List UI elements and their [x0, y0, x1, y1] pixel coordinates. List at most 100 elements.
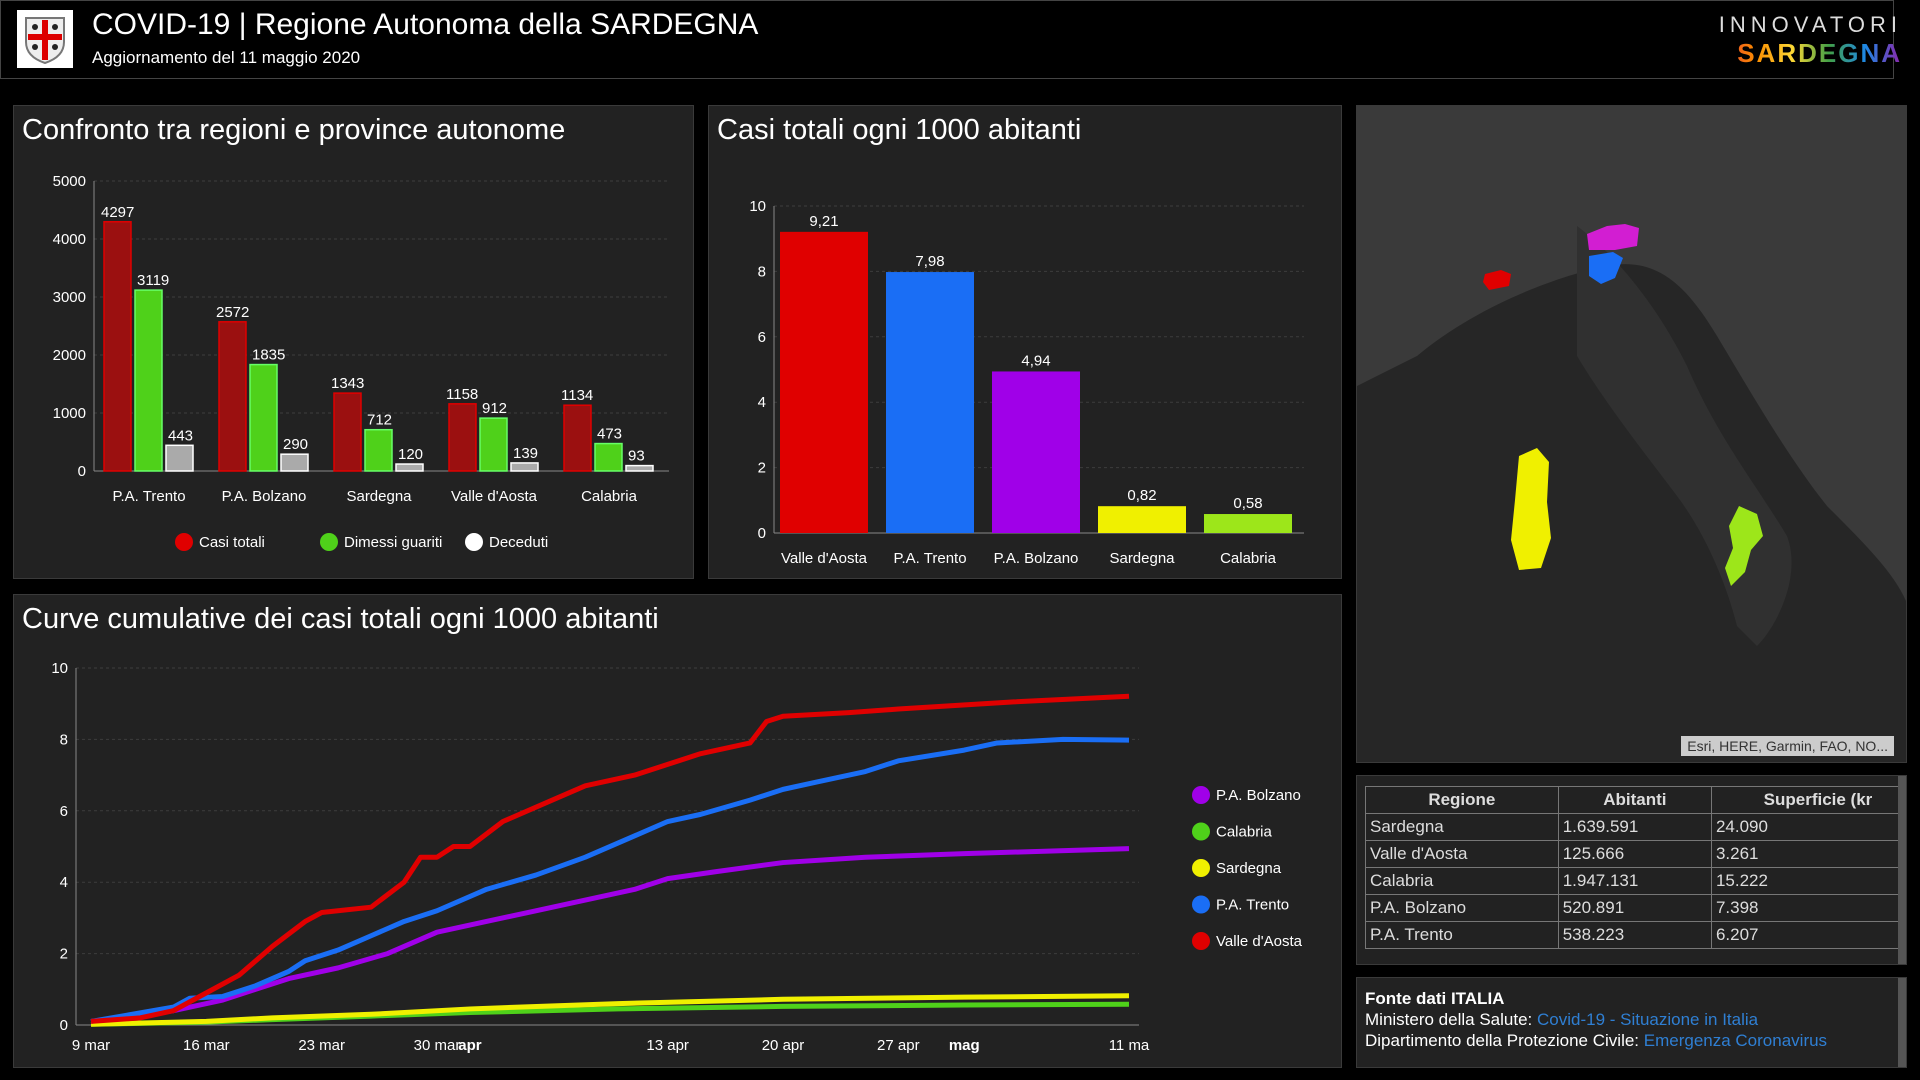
data-label: 0,58 [1233, 495, 1262, 512]
table-cell: 6.207 [1710, 921, 1906, 949]
bar-deceduti [625, 464, 654, 472]
table-row[interactable]: Valle d'Aosta 125.666 3.261 [1365, 840, 1906, 868]
data-label: 93 [628, 448, 645, 465]
x-tick-label: 9 mar [72, 1037, 110, 1054]
data-label: 4,94 [1021, 352, 1050, 369]
cases-per-1000-chart: 0 2 4 6 8 10 9,21 Valle d'Aosta 7,98 P.A. Trento 4… [749, 198, 1304, 567]
x-tick-label: apr [458, 1037, 482, 1054]
innovatori-sardegna-logo: INNOVATORI SARDEGNA [1718, 12, 1902, 68]
y-tick-label: 8 [758, 263, 766, 280]
population-table-panel: Regione Abitanti Superficie (kr Sardegna… [1356, 775, 1907, 965]
table-row[interactable]: Sardegna 1.639.591 24.090 [1365, 813, 1906, 841]
legend-label: Casi totali [199, 534, 265, 551]
y-tick-label: 4000 [53, 231, 86, 248]
header: COVID-19 | Regione Autonoma della SARDEG… [0, 0, 1900, 79]
protezione-civile-link[interactable]: Emergenza Coronavirus [1643, 1031, 1828, 1050]
legend-marker [1192, 895, 1210, 914]
x-tick-label: P.A. Trento [112, 488, 185, 505]
regions-comparison-panel: Confronto tra regioni e province autonom… [13, 105, 694, 579]
legend-label: P.A. Trento [1216, 897, 1289, 914]
source-scrollbar[interactable] [1898, 978, 1906, 1067]
x-tick-label: 27 apr [877, 1037, 920, 1054]
table-cell: Calabria [1365, 867, 1559, 895]
update-date: Aggiornamento del 11 maggio 2020 [92, 48, 361, 67]
trento-region[interactable] [1589, 252, 1623, 284]
table-row[interactable]: P.A. Bolzano 520.891 7.398 [1365, 894, 1906, 922]
cases-per-1000-panel: Casi totali ogni 1000 abitanti 0 2 4 6 8 10 9,… [708, 105, 1342, 579]
bar-deceduti [165, 444, 194, 472]
bar-dimessi-guariti [479, 417, 508, 472]
table-cell: 24.090 [1710, 813, 1906, 841]
bar-dimessi-guariti [249, 363, 278, 472]
data-label: 9,21 [809, 213, 838, 230]
source-label: Dipartimento della Protezione Civile: [1365, 1031, 1644, 1050]
series-line-p-a-trento [90, 736, 1130, 1024]
column-header[interactable]: Superficie (kr [1710, 786, 1906, 814]
bolzano-region[interactable] [1587, 224, 1639, 250]
table-cell: P.A. Trento [1365, 921, 1559, 949]
table-row[interactable]: P.A. Trento 538.223 6.207 [1365, 921, 1906, 949]
data-source-panel: Fonte dati ITALIA Ministero della Salute… [1356, 977, 1907, 1068]
column-header[interactable]: Regione [1365, 786, 1559, 814]
table-scrollbar[interactable] [1898, 776, 1906, 964]
x-tick-label: Sardegna [346, 488, 412, 505]
legend-marker [1192, 859, 1210, 877]
bar-dimessi-guariti [134, 289, 163, 472]
column-header[interactable]: Abitanti [1557, 786, 1712, 814]
bar-casi-totali [103, 221, 132, 472]
panel-title: Casi totali ogni 1000 abitanti [717, 114, 1082, 146]
valle-aosta-region[interactable] [1483, 270, 1511, 290]
series-line-p-a-bolzano [90, 846, 1130, 1024]
y-tick-label: 1000 [53, 405, 86, 422]
bar-casi-totali [218, 321, 247, 472]
y-tick-label: 4 [60, 874, 68, 891]
data-label: 1835 [252, 347, 285, 364]
panel-title: Curve cumulative dei casi totali ogni 10… [22, 603, 659, 635]
x-tick-label: Sardegna [1109, 550, 1175, 567]
map-view[interactable]: Esri, HERE, Garmin, FAO, NO... [1356, 105, 1907, 763]
data-label: 1134 [561, 387, 593, 404]
bar [780, 231, 868, 533]
bar [886, 272, 974, 533]
bar-casi-totali [333, 392, 362, 472]
x-tick-label: P.A. Bolzano [222, 488, 307, 505]
table-cell: Valle d'Aosta [1365, 840, 1559, 868]
y-tick-label: 5000 [53, 173, 86, 190]
data-label: 0,82 [1127, 487, 1156, 504]
ministero-salute-link[interactable]: Covid-19 - Situazione in Italia [1536, 1010, 1759, 1029]
x-tick-label: 20 apr [762, 1037, 805, 1054]
x-tick-label: 16 mar [183, 1037, 230, 1054]
y-tick-label: 2 [60, 946, 68, 963]
x-tick-label: Calabria [1220, 550, 1277, 567]
bar-casi-totali [448, 403, 477, 472]
table-cell: 538.223 [1557, 921, 1712, 949]
legend-marker [465, 533, 483, 551]
sardegna-region[interactable] [1511, 448, 1551, 570]
map-attribution[interactable]: Esri, HERE, Garmin, FAO, NO... [1681, 736, 1894, 756]
legend-marker [175, 533, 193, 551]
source-label: Ministero della Salute: [1365, 1010, 1537, 1029]
y-tick-label: 3000 [53, 289, 86, 306]
calabria-region[interactable] [1725, 506, 1763, 586]
data-label: 2572 [216, 304, 249, 321]
table-row[interactable]: Calabria 1.947.131 15.222 [1365, 867, 1906, 895]
x-tick-label: Valle d'Aosta [451, 488, 538, 505]
y-tick-label: 0 [60, 1017, 68, 1034]
series-line-sardegna [90, 993, 1130, 1027]
x-tick-label: mag [949, 1037, 980, 1054]
data-label: 139 [513, 445, 538, 462]
region-coat-of-arms-logo [17, 10, 73, 68]
legend-marker [1192, 786, 1210, 804]
cumulative-curves-panel: Curve cumulative dei casi totali ogni 10… [13, 594, 1342, 1068]
x-tick-label: 11 ma [1109, 1037, 1150, 1054]
legend-marker [1192, 932, 1210, 950]
table-cell: 1.947.131 [1557, 867, 1712, 895]
x-tick-label: P.A. Bolzano [994, 550, 1079, 567]
table-cell: Sardegna [1365, 813, 1559, 841]
bar-deceduti [510, 462, 539, 472]
legend-label: Calabria [1216, 824, 1273, 841]
y-tick-label: 2 [758, 460, 766, 477]
series-line-valle-d-aosta [90, 693, 1130, 1024]
table-cell: 1.639.591 [1557, 813, 1712, 841]
